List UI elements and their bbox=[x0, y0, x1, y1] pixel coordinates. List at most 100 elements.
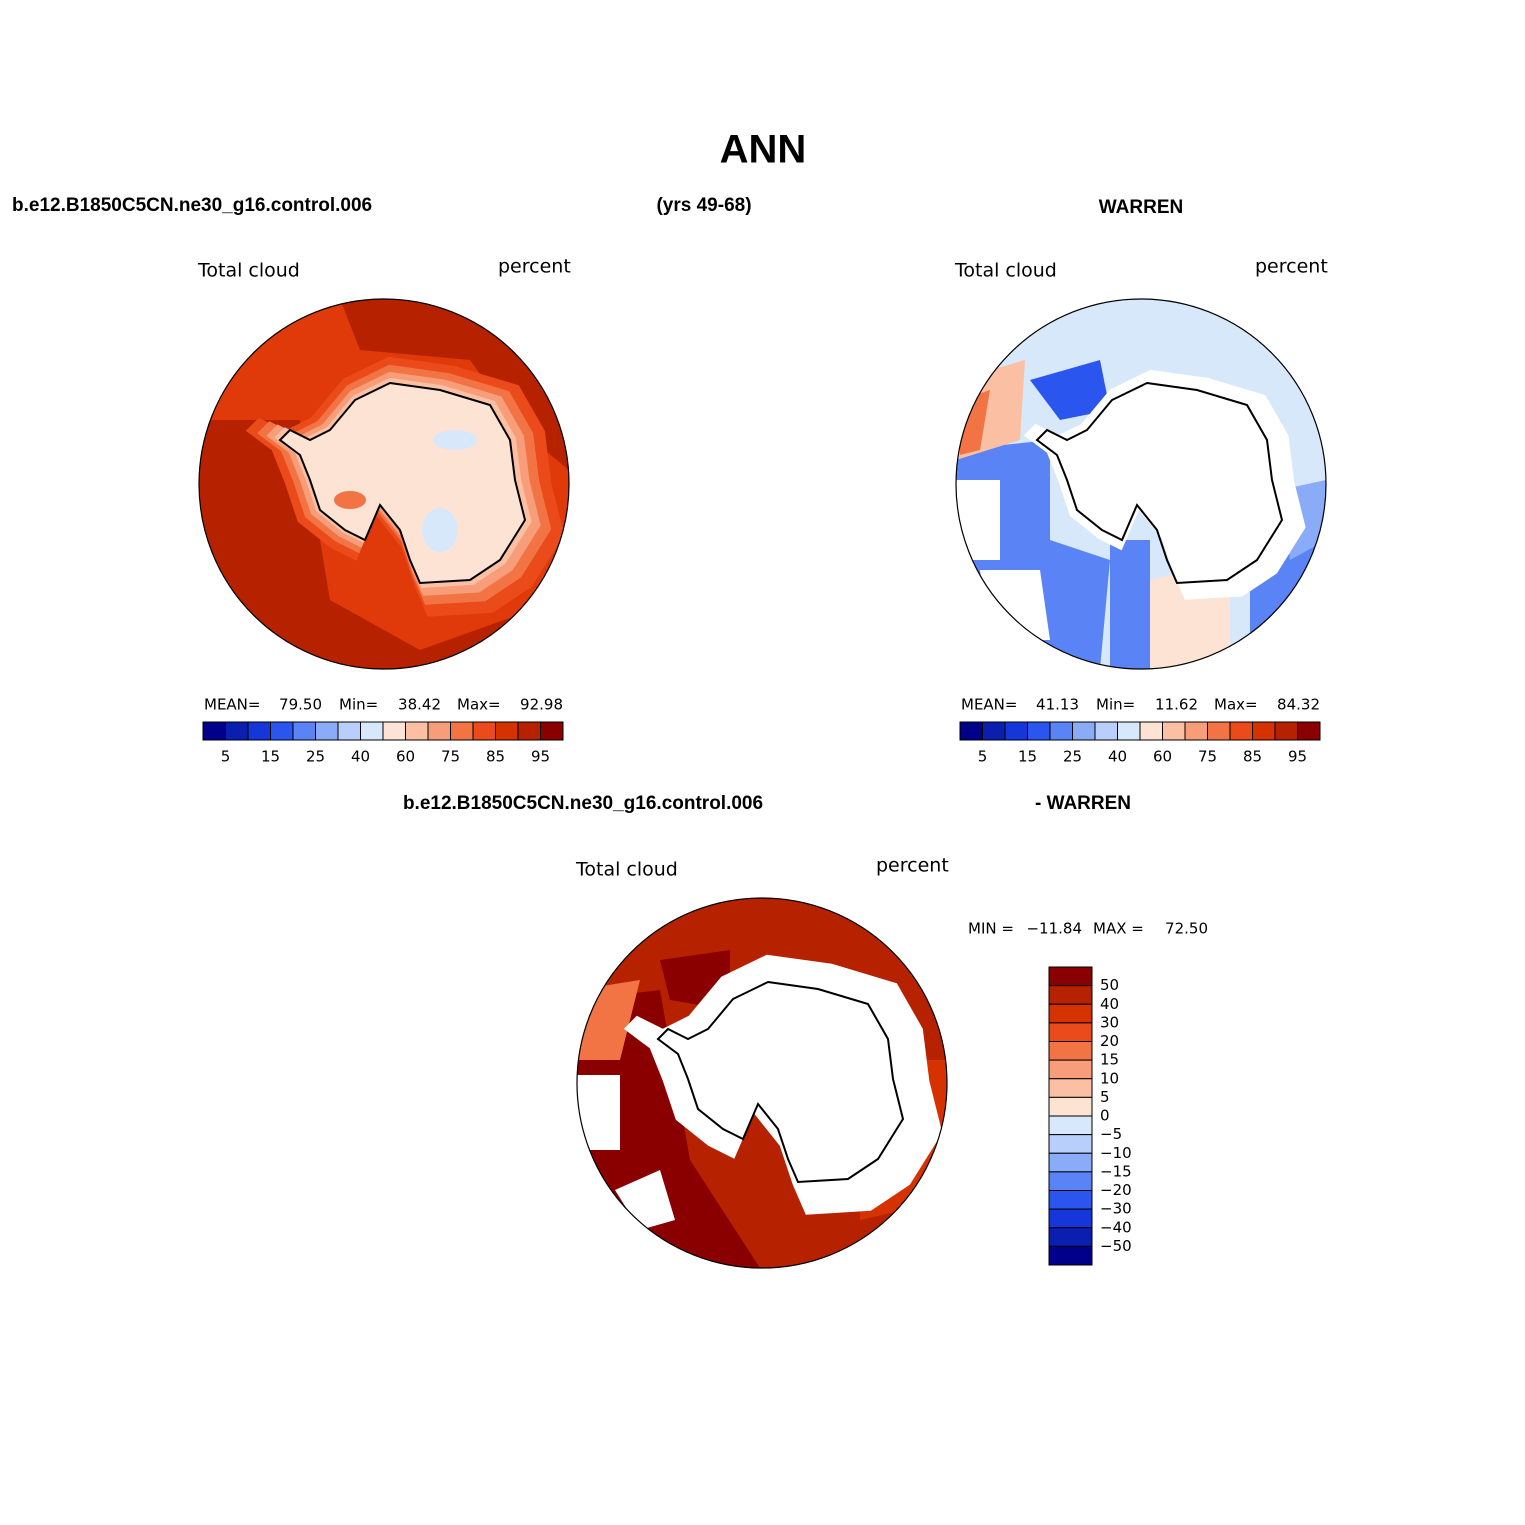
colorbar-label: 60 bbox=[1153, 748, 1172, 766]
colorbar-box bbox=[517, 721, 541, 741]
obs-name: WARREN bbox=[1099, 197, 1183, 218]
stat-label: Max= bbox=[1214, 696, 1258, 714]
stat-value: 72.50 bbox=[1165, 920, 1208, 938]
colorbar-box bbox=[382, 721, 406, 741]
colorbar-box bbox=[540, 721, 564, 741]
colorbar-box bbox=[1252, 721, 1276, 741]
colorbar-label: 85 bbox=[1243, 748, 1262, 766]
stat-value: 84.32 bbox=[1277, 696, 1320, 714]
colorbar-label: 75 bbox=[441, 748, 460, 766]
colorbar-label: 5 bbox=[978, 748, 988, 766]
colorbar-box bbox=[1048, 1078, 1093, 1098]
colorbar-box bbox=[1048, 1115, 1093, 1136]
stat-value: −11.84 bbox=[1026, 920, 1082, 938]
colorbar-label: 5 bbox=[221, 748, 231, 766]
colorbar-label: 60 bbox=[396, 748, 415, 766]
colorbar-label: −30 bbox=[1100, 1200, 1132, 1218]
colorbar-box bbox=[1048, 1171, 1093, 1191]
colorbar-box bbox=[1048, 1152, 1093, 1173]
map-diff bbox=[577, 898, 947, 1268]
stat-value: 41.13 bbox=[1036, 696, 1079, 714]
case-name: b.e12.B1850C5CN.ne30_g16.control.006 bbox=[12, 195, 372, 216]
colorbar-box bbox=[1048, 1059, 1093, 1080]
stat-label: Min= bbox=[1096, 696, 1135, 714]
colorbar-label: 85 bbox=[486, 748, 505, 766]
colorbar-box bbox=[1207, 721, 1231, 741]
figure-title: ANN bbox=[720, 128, 807, 172]
units-label: percent bbox=[1255, 256, 1328, 278]
colorbar-box bbox=[1027, 721, 1051, 741]
colorbar-box bbox=[247, 721, 271, 741]
colorbar-box bbox=[1048, 1096, 1093, 1117]
colorbar-box bbox=[270, 721, 294, 741]
diff-case-name: b.e12.B1850C5CN.ne30_g16.control.006 bbox=[403, 793, 763, 814]
colorbar-box bbox=[225, 721, 249, 741]
colorbar-label: 95 bbox=[1288, 748, 1307, 766]
colorbar-box bbox=[1048, 1190, 1093, 1210]
colorbar-label: −10 bbox=[1100, 1144, 1132, 1162]
colorbar-box bbox=[1094, 721, 1118, 741]
colorbar-label: −15 bbox=[1100, 1162, 1132, 1180]
stat-label: MEAN= bbox=[204, 696, 260, 714]
colorbar-label: −50 bbox=[1100, 1237, 1132, 1255]
colorbar-label: −5 bbox=[1100, 1125, 1122, 1143]
colorbar-box bbox=[1162, 721, 1186, 741]
units-label: percent bbox=[498, 256, 571, 278]
colorbar-box bbox=[202, 721, 226, 741]
colorbar-label: 15 bbox=[261, 748, 280, 766]
colorbar-box bbox=[1117, 721, 1141, 741]
variable-label: Total cloud bbox=[954, 260, 1057, 282]
colorbar-box bbox=[1004, 721, 1028, 741]
stat-label: MAX = bbox=[1093, 920, 1144, 938]
colorbar-box bbox=[1048, 985, 1093, 1005]
colorbar-box bbox=[1274, 721, 1298, 741]
stat-label: MIN = bbox=[968, 920, 1014, 938]
colorbar-box bbox=[337, 721, 361, 741]
colorbar-box bbox=[1048, 1003, 1093, 1024]
variable-label: Total cloud bbox=[575, 859, 678, 881]
colorbar-label: 15 bbox=[1018, 748, 1037, 766]
map-obs bbox=[956, 299, 1326, 669]
colorbar-label: 20 bbox=[1100, 1032, 1119, 1050]
colorbar-label: 10 bbox=[1100, 1069, 1119, 1087]
colorbar-label: 0 bbox=[1100, 1107, 1110, 1125]
colorbar-label: 30 bbox=[1100, 1013, 1119, 1031]
colorbar-label: 95 bbox=[531, 748, 550, 766]
colorbar-box bbox=[405, 721, 429, 741]
stat-label: Min= bbox=[339, 696, 378, 714]
diff-obs-name: - WARREN bbox=[1035, 793, 1131, 814]
colorbar-label: 50 bbox=[1100, 976, 1119, 994]
colorbar-label: −20 bbox=[1100, 1181, 1132, 1199]
colorbar-box bbox=[292, 721, 316, 741]
colorbar-box bbox=[1049, 721, 1073, 741]
colorbar-label: 5 bbox=[1100, 1088, 1110, 1106]
colorbar-label: 25 bbox=[1063, 748, 1082, 766]
colorbar-box bbox=[1048, 1245, 1093, 1266]
colorbar-box bbox=[1072, 721, 1096, 741]
colorbar-box bbox=[1139, 721, 1163, 741]
colorbar-box bbox=[1229, 721, 1253, 741]
colorbar-box bbox=[1297, 721, 1321, 741]
colorbar-label: 40 bbox=[351, 748, 370, 766]
colorbar-label: −40 bbox=[1100, 1218, 1132, 1236]
colorbar-box bbox=[1048, 1134, 1093, 1154]
stat-value: 38.42 bbox=[398, 696, 441, 714]
colorbar-box bbox=[1048, 1227, 1093, 1247]
colorbar-box bbox=[982, 721, 1006, 741]
colorbar-box bbox=[1048, 1041, 1093, 1061]
colorbar-box bbox=[427, 721, 451, 741]
colorbar-box bbox=[450, 721, 474, 741]
colorbar-box bbox=[1184, 721, 1208, 741]
stat-label: Max= bbox=[457, 696, 501, 714]
colorbar-box bbox=[360, 721, 384, 741]
period: (yrs 49-68) bbox=[656, 195, 751, 216]
colorbar-label: 15 bbox=[1100, 1051, 1119, 1069]
variable-label: Total cloud bbox=[197, 260, 300, 282]
colorbar-box bbox=[1048, 1022, 1093, 1042]
units-label: percent bbox=[876, 855, 949, 877]
colorbar-box bbox=[495, 721, 519, 741]
colorbar-box bbox=[472, 721, 496, 741]
stat-value: 79.50 bbox=[279, 696, 322, 714]
